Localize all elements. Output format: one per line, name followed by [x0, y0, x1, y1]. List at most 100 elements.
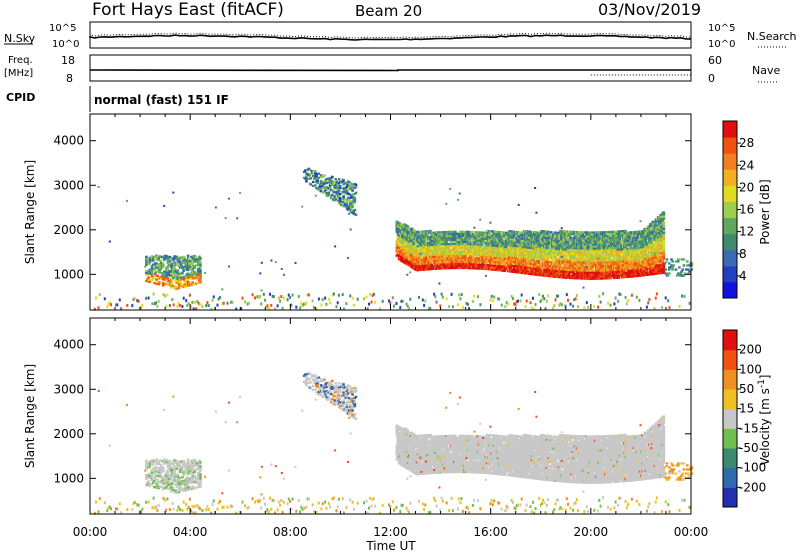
range-gate-cell	[177, 271, 180, 273]
range-gate-cell	[601, 259, 604, 261]
range-gate-cell	[488, 244, 491, 246]
range-gate-cell	[155, 254, 158, 256]
range-gate-cell	[663, 234, 666, 236]
range-gate-cell	[314, 184, 317, 186]
range-gate-cell	[663, 256, 666, 258]
range-gate-cell	[176, 280, 179, 282]
range-gate-cell	[351, 193, 354, 195]
range-gate-cell	[568, 231, 571, 233]
range-gate-cell	[351, 189, 354, 191]
range-gate-cell	[339, 185, 342, 187]
range-gate-cell	[601, 265, 604, 267]
range-gate-cell	[330, 189, 333, 191]
range-gate-cell	[525, 230, 528, 232]
range-gate-cell	[331, 180, 334, 182]
range-gate-cell	[305, 178, 308, 180]
range-gate-cell	[163, 279, 166, 281]
range-gate-cell	[663, 246, 666, 248]
range-gate-cell	[663, 258, 666, 260]
range-gate-cell	[160, 282, 163, 284]
range-gate-cell	[547, 265, 550, 267]
power-heatmap	[94, 168, 693, 311]
range-gate-cell	[589, 251, 592, 253]
range-gate-cell	[615, 235, 618, 237]
range-gate-cell	[472, 257, 475, 259]
range-gate-cell	[501, 245, 504, 247]
range-gate-cell	[176, 262, 179, 264]
range-gate-cell	[331, 194, 334, 196]
range-gate-cell	[522, 266, 525, 268]
range-gate-cell	[468, 247, 471, 249]
range-gate-cell	[155, 278, 158, 280]
range-gate-cell	[663, 232, 666, 234]
range-gate-cell	[334, 178, 337, 180]
range-gate-cell	[618, 273, 621, 275]
range-gate-cell	[467, 263, 470, 265]
noise-tick-low-left: 10^0	[52, 39, 79, 50]
range-gate-cell	[454, 231, 457, 233]
range-gate-cell	[479, 266, 482, 268]
range-gate-cell	[151, 255, 154, 257]
freq-unit: [MHz]	[4, 68, 33, 79]
range-gate-cell	[627, 276, 630, 278]
range-gate-cell	[160, 260, 163, 262]
range-gate-cell	[154, 270, 157, 272]
range-gate-cell	[151, 269, 154, 271]
range-gate-cell	[663, 221, 666, 223]
range-gate-cell	[652, 273, 655, 275]
range-gate-cell	[163, 271, 166, 273]
range-gate-cell	[400, 255, 403, 257]
range-gate-cell	[585, 237, 588, 239]
range-gate-cell	[565, 273, 568, 275]
range-gate-cell	[187, 279, 190, 281]
range-gate-cell	[488, 258, 491, 260]
range-gate-cell	[435, 233, 438, 235]
range-gate-cell	[598, 241, 601, 243]
range-gate-cell	[589, 243, 592, 245]
range-gate-cell	[187, 255, 190, 257]
range-gate-cell	[593, 257, 596, 259]
range-gate-cell	[588, 259, 591, 261]
range-gate-cell	[185, 285, 188, 287]
range-gate-cell	[168, 274, 171, 276]
range-gate-cell	[159, 271, 162, 273]
range-gate-cell	[656, 272, 659, 274]
range-gate-cell	[477, 263, 480, 265]
range-gate-cell	[451, 251, 454, 253]
range-gate-cell	[451, 261, 454, 263]
range-gate-cell	[334, 198, 337, 200]
range-gate-cell	[472, 255, 475, 257]
range-gate-cell	[663, 230, 666, 232]
range-gate-cell	[483, 268, 486, 270]
range-gate-cell	[426, 248, 429, 250]
range-gate-cell	[663, 250, 666, 252]
range-gate-cell	[556, 232, 559, 234]
nave-label: Nave	[752, 64, 780, 77]
range-gate-cell	[417, 269, 420, 271]
range-gate-cell	[447, 247, 450, 249]
range-gate-cell	[309, 175, 312, 177]
cpid-label: CPID	[6, 91, 35, 104]
range-gate-cell	[550, 231, 553, 233]
range-gate-cell	[351, 205, 354, 207]
range-gate-cell	[315, 187, 318, 189]
range-gate-cell	[614, 243, 617, 245]
range-gate-cell	[605, 239, 608, 241]
range-gate-cell	[149, 263, 152, 265]
range-gate-cell	[663, 211, 666, 213]
range-gate-cell	[663, 238, 666, 240]
noise-tick-high-right: 10^5	[708, 23, 735, 34]
range-gate-cell	[601, 249, 604, 251]
range-gate-cell	[663, 226, 666, 228]
nave-tick-high: 60	[708, 54, 722, 67]
range-gate-cell	[601, 233, 604, 235]
range-gate-cell	[530, 263, 533, 265]
range-gate-cell	[343, 182, 346, 184]
noise-tick-high-left: 10^5	[49, 23, 76, 34]
range-gate-cell	[171, 283, 174, 285]
range-gate-cell	[451, 263, 454, 265]
range-gate-cell	[168, 276, 171, 278]
range-gate-cell	[602, 275, 605, 277]
range-gate-cell	[351, 183, 354, 185]
range-gate-cell	[446, 231, 449, 233]
